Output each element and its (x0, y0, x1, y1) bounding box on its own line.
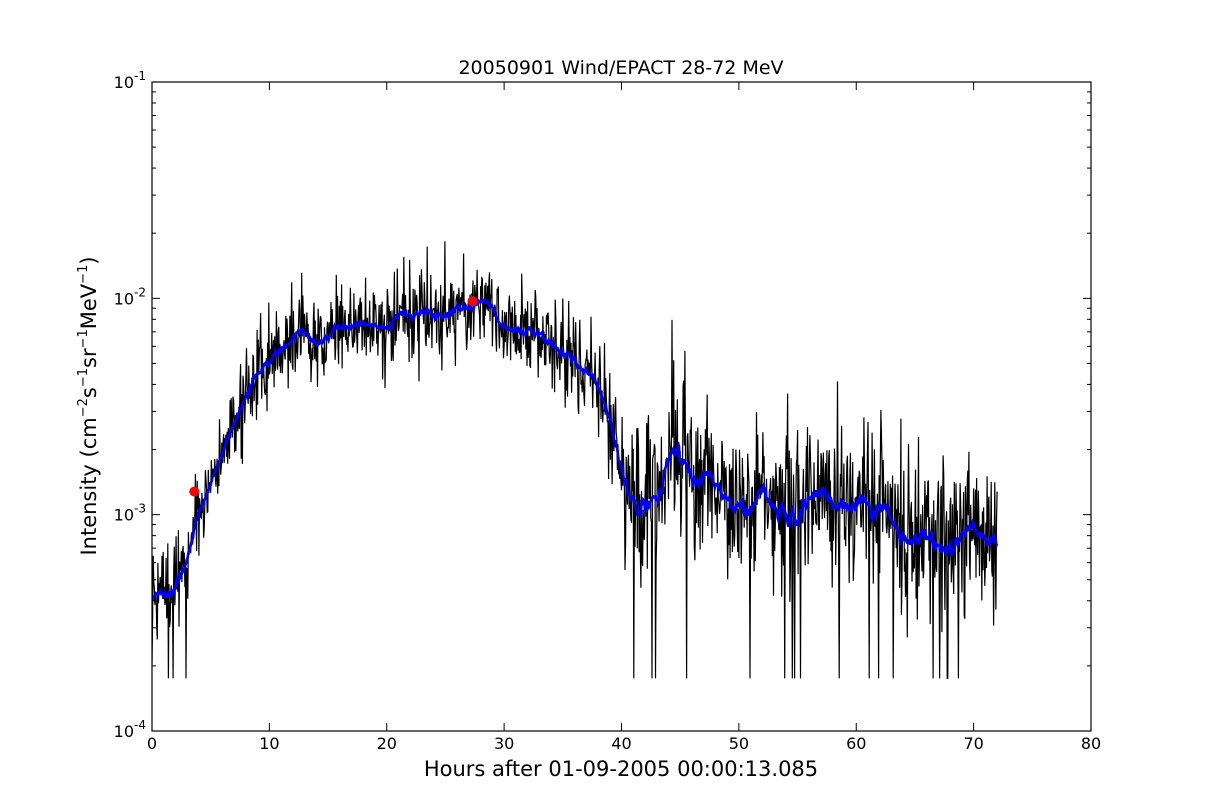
y-tick-base: 10 (114, 73, 134, 92)
y-tick-exponent: -3 (134, 502, 146, 516)
x-tick-label: 70 (963, 734, 983, 753)
y-tick-label: 10-3 (114, 502, 146, 525)
x-tick-label: 60 (846, 734, 866, 753)
x-tick-label: 20 (377, 734, 397, 753)
y-label-part4: MeV (77, 283, 101, 329)
y-label-exp4: −1 (76, 265, 91, 284)
y-tick-label: 10-2 (114, 285, 146, 308)
y-tick-exponent: -1 (134, 69, 146, 83)
y-label-part3: sr (77, 348, 101, 368)
x-tick-label: 40 (611, 734, 631, 753)
raw-intensity-line (152, 241, 998, 679)
x-axis-label: Hours after 01-09-2005 00:00:13.085 (424, 757, 818, 781)
y-label-exp2: −1 (76, 368, 91, 387)
y-tick-exponent: -2 (134, 285, 146, 299)
y-tick-exponent: -4 (134, 718, 146, 732)
y-label-exp3: −1 (76, 329, 91, 348)
y-tick-base: 10 (114, 506, 134, 525)
y-tick-label: 10-1 (114, 69, 146, 92)
y-label-prefix: Intensity (cm (77, 417, 101, 555)
y-axis-label: Intensity (cm−2s−1sr−1MeV−1) (76, 256, 101, 555)
x-tick-label: 10 (259, 734, 279, 753)
x-tick-label: 50 (729, 734, 749, 753)
y-label-part2: s (77, 387, 101, 398)
series-layer (152, 241, 999, 679)
chart-title: 20050901 Wind/EPACT 28-72 MeV (458, 57, 783, 79)
y-label-exp1: −2 (76, 398, 91, 417)
y-tick-label: 10-4 (114, 718, 146, 741)
x-tick-label: 0 (147, 734, 157, 753)
y-tick-base: 10 (114, 289, 134, 308)
x-tick-label: 80 (1081, 734, 1101, 753)
y-label-suffix: ) (77, 256, 101, 264)
smoothed-intensity-line (152, 297, 999, 602)
event-marker-1 (189, 486, 200, 497)
event-marker-2 (467, 296, 478, 307)
y-tick-base: 10 (114, 722, 134, 741)
x-tick-label: 30 (494, 734, 514, 753)
